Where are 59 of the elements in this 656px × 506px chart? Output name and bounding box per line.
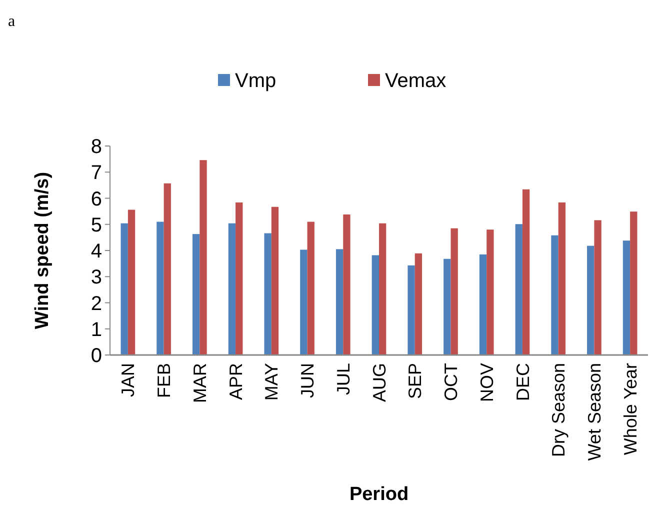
x-tick-label: JAN — [118, 363, 138, 398]
y-tick-label: 8 — [90, 136, 102, 158]
y-tick-label: 7 — [90, 162, 102, 184]
y-axis-title: Wind speed (m/s) — [32, 172, 53, 330]
y-tick-label: 1 — [90, 318, 102, 341]
x-tick-label: AUG — [369, 363, 390, 402]
bar — [372, 255, 379, 355]
bar — [444, 258, 451, 355]
bar — [587, 246, 594, 355]
x-tick-label: APR — [226, 363, 246, 400]
bar — [515, 224, 522, 355]
y-tick-label: 0 — [90, 345, 102, 367]
bar — [120, 223, 128, 355]
legend-label: Vmp — [235, 70, 276, 92]
x-tick-label: Wet Season — [584, 363, 604, 461]
x-tick-label: MAR — [190, 363, 210, 403]
bar — [479, 254, 487, 355]
bar — [408, 265, 415, 355]
y-tick-label: 3 — [90, 266, 102, 289]
y-tick-label: 5 — [90, 214, 102, 236]
x-tick-label: NOV — [476, 363, 497, 402]
text: a — [8, 13, 16, 30]
bar — [271, 206, 279, 355]
x-tick-label: SEP — [405, 363, 426, 400]
x-tick-label: DEC — [512, 363, 533, 402]
y-tick-label: 2 — [90, 292, 102, 315]
bar — [551, 235, 558, 355]
bar — [450, 228, 458, 355]
y-tick-label: 6 — [90, 188, 102, 210]
bar — [630, 212, 638, 355]
x-tick-label: FEB — [154, 363, 174, 398]
bar — [192, 234, 200, 355]
bar — [164, 183, 171, 355]
bar — [558, 202, 566, 355]
y-tick-label: 4 — [90, 240, 102, 262]
bar — [200, 160, 207, 355]
bar — [336, 249, 344, 355]
bar — [128, 210, 136, 355]
legend-label: Vemax — [385, 70, 446, 92]
bar — [228, 223, 236, 355]
x-tick-label: JUN — [298, 363, 318, 398]
bar — [300, 250, 308, 355]
x-tick-label: Whole Year — [620, 363, 640, 456]
bar — [486, 230, 494, 355]
bar — [236, 202, 243, 355]
bar — [622, 240, 630, 355]
bar — [264, 233, 272, 355]
x-tick-label: OCT — [441, 363, 462, 401]
bar — [379, 223, 386, 355]
x-tick-label: Dry Season — [548, 363, 569, 458]
x-axis-title: Period — [349, 484, 409, 505]
bar — [594, 220, 602, 355]
bar — [522, 189, 530, 355]
bar — [307, 222, 314, 355]
x-tick-label: MAY — [262, 363, 282, 401]
x-tick-label: JUL — [333, 363, 354, 396]
bar — [156, 222, 164, 355]
bar — [343, 214, 350, 355]
bar — [414, 253, 422, 355]
